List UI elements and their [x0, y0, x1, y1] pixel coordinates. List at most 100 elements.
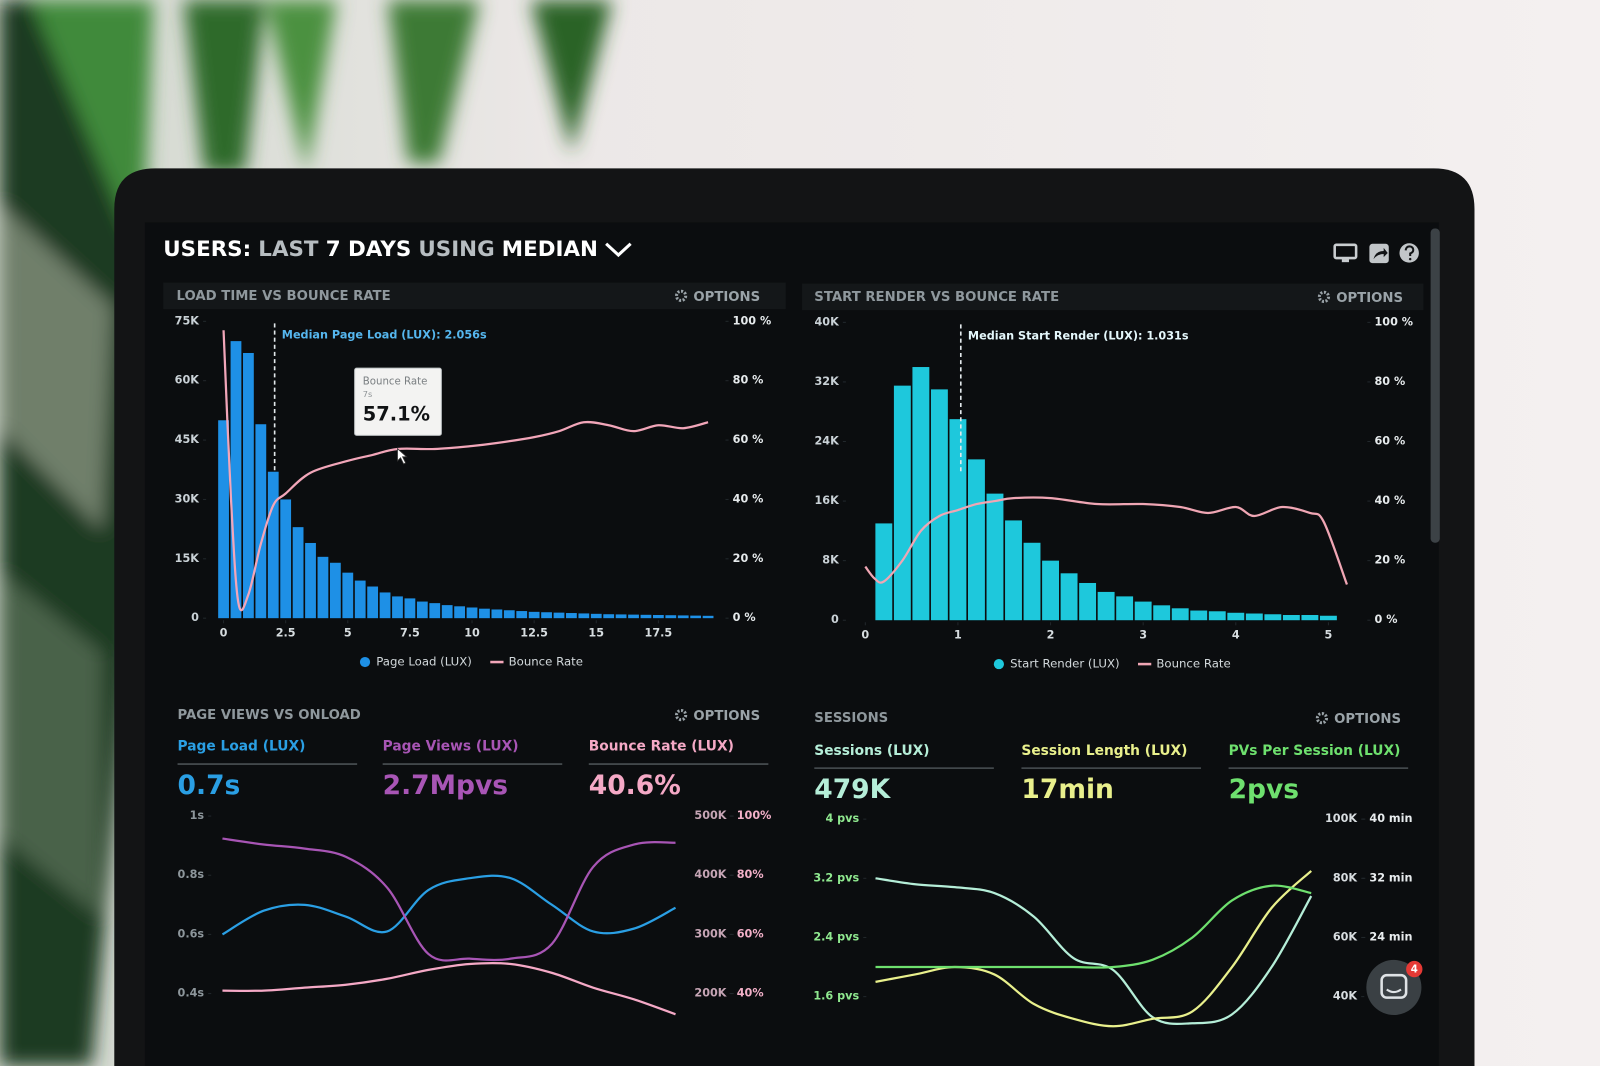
histogram-bar — [541, 612, 552, 619]
header-title: USING — [418, 237, 494, 262]
histogram-bar — [317, 556, 329, 619]
histogram-bar — [329, 562, 341, 619]
x-tick-label: 0 — [220, 626, 228, 639]
y-tick-label: 0 — [831, 613, 839, 626]
histogram-bar — [1116, 596, 1134, 621]
kpi-value: 40.6% — [589, 770, 681, 801]
options-gear — [1315, 712, 1329, 725]
histogram-bar — [553, 612, 565, 619]
line-series — [864, 496, 1348, 585]
y-tick-label: 24 min — [1369, 930, 1412, 943]
histogram-bar — [479, 608, 490, 619]
y-tick-label: 0 — [191, 611, 199, 624]
kpi-value: 2.7Mpvs — [383, 770, 508, 801]
y-tick-label: 80 % — [733, 374, 764, 387]
histogram-bar — [379, 592, 391, 619]
options-gear — [674, 708, 688, 722]
header-dropdown — [605, 242, 632, 258]
x-tick-label: 2.5 — [276, 626, 296, 639]
y-tick-label: 60 % — [733, 433, 764, 446]
histogram-bar — [1282, 615, 1300, 621]
chat-widget[interactable]: 4 — [1366, 959, 1423, 1015]
y-tick-label: 0.6s — [178, 927, 205, 940]
dashboard: USERS: LAST 7 DAYS USING MEDIAN LOAD TIME VS … — [163, 237, 1424, 1028]
line-series — [222, 837, 676, 962]
histogram-bar — [1005, 520, 1022, 621]
kpi-value: 0.7s — [178, 770, 241, 801]
options-button[interactable]: OPTIONS — [1336, 291, 1403, 306]
y-tick-label: 80% — [737, 868, 764, 881]
histogram-bar — [516, 611, 528, 619]
options-button[interactable]: OPTIONS — [1334, 712, 1401, 727]
histogram-bar — [454, 606, 465, 619]
legend-label: Bounce Rate — [509, 655, 583, 669]
histogram-bar — [354, 580, 366, 619]
y-tick-label: 80K — [1333, 871, 1359, 884]
help-icon[interactable] — [1399, 243, 1419, 263]
x-tick-label: 1 — [954, 629, 962, 642]
histogram-bar — [429, 603, 441, 619]
x-tick-label: 2 — [1047, 629, 1055, 642]
histogram-bar — [578, 613, 590, 619]
monitor-icon[interactable] — [1333, 243, 1358, 260]
y-tick-label: 0.4s — [178, 987, 205, 1000]
histogram-bar — [1134, 601, 1152, 621]
y-tick-label: 60K — [1333, 930, 1359, 943]
tooltip-box — [354, 367, 442, 436]
screen — [144, 222, 1439, 1066]
kpi-label: Session Length (LUX) — [1021, 743, 1187, 759]
median-label: Median Start Render (LUX): 1.031s — [968, 330, 1189, 343]
line-series — [221, 874, 677, 936]
kpi-value: 479K — [814, 774, 891, 805]
x-tick-label: 3 — [1139, 629, 1147, 642]
legend-marker — [359, 656, 371, 668]
histogram-bar — [230, 341, 242, 619]
y-tick-label: 40K — [814, 315, 840, 328]
y-tick-label: 32K — [814, 375, 840, 388]
histogram-bar — [665, 615, 677, 619]
y-tick-label: 40 % — [733, 492, 764, 505]
y-tick-label: 60% — [737, 927, 764, 940]
histogram-bar — [392, 596, 403, 619]
histogram-bar — [603, 614, 615, 619]
legend-marker — [993, 658, 1004, 670]
x-tick-label: 15 — [588, 626, 604, 639]
histogram-bar — [615, 614, 627, 619]
histogram-bar — [1079, 582, 1097, 621]
y-tick-label: 500K — [694, 809, 727, 822]
y-tick-label: 0 % — [733, 611, 756, 624]
histogram-bar — [466, 607, 478, 619]
share-arrow — [1373, 247, 1388, 260]
panel-title: LOAD TIME VS BOUNCE RATE — [177, 289, 391, 304]
kpi-value: 2pvs — [1229, 774, 1300, 805]
histogram-bar — [292, 527, 304, 619]
y-tick-label: 3.2 pvs — [813, 871, 859, 884]
histogram-bar — [986, 493, 1004, 621]
kpi-value: 17min — [1021, 774, 1114, 805]
tooltip-title: Bounce Rate — [363, 376, 428, 387]
histogram-bar — [1301, 615, 1319, 621]
x-tick-label: 7.5 — [400, 626, 420, 639]
histogram-bar — [690, 615, 702, 619]
options-button[interactable]: OPTIONS — [693, 709, 760, 724]
options-gear — [1317, 290, 1331, 303]
y-tick-label: 100K — [1325, 812, 1358, 825]
x-tick-label: 5 — [1325, 629, 1333, 642]
options-button[interactable]: OPTIONS — [693, 290, 760, 305]
header-title: 7 DAYS — [326, 237, 412, 262]
histogram-bar — [677, 615, 689, 619]
legend-label: Page Load (LUX) — [376, 655, 472, 669]
histogram-bar — [1023, 542, 1041, 621]
y-tick-label: 32 min — [1369, 871, 1412, 884]
tooltip-x: 7s — [363, 389, 372, 399]
histogram-bar — [503, 610, 515, 619]
tooltip-value: 57.1% — [363, 403, 430, 426]
histogram-bar — [218, 420, 229, 619]
x-tick-label: 12.5 — [520, 626, 548, 639]
histogram-bar — [1264, 614, 1282, 621]
histogram-bar — [1060, 573, 1078, 621]
line-series — [222, 961, 676, 1016]
chat-badge-count: 4 — [1411, 965, 1418, 976]
header-title: MEDIAN — [502, 237, 598, 262]
